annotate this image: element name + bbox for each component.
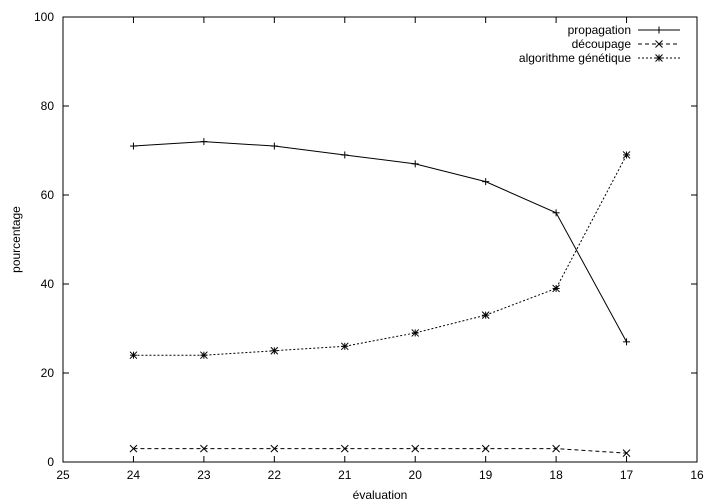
data-point: [270, 142, 278, 150]
y-tick-label: 40: [41, 277, 55, 291]
x-tick-label: 25: [56, 468, 70, 482]
legend-marker: [655, 40, 663, 48]
y-axis-label: pourcentage: [9, 206, 23, 273]
legend-label: algorithme génétique: [519, 51, 631, 65]
data-point: [340, 444, 349, 453]
legend-label: découpage: [572, 37, 632, 51]
y-tick-label: 100: [34, 10, 54, 24]
x-tick-label: 23: [197, 468, 211, 482]
data-point: [482, 178, 490, 186]
x-tick-label: 18: [549, 468, 563, 482]
data-point: [481, 311, 490, 320]
y-tick-label: 20: [41, 366, 55, 380]
data-point: [270, 444, 279, 453]
series-line: [133, 448, 627, 454]
legend-marker: [655, 26, 663, 34]
legend-marker: [655, 54, 663, 62]
x-axis-label: évaluation: [353, 488, 408, 502]
series-line: [133, 154, 627, 356]
data-point: [623, 338, 631, 346]
data-point: [622, 151, 631, 159]
data-point: [200, 351, 208, 360]
data-point: [129, 142, 137, 150]
data-point: [552, 444, 560, 453]
x-tick-label: 20: [409, 468, 423, 482]
plot-frame: [62, 16, 698, 463]
y-tick-label: 60: [41, 188, 55, 202]
data-point: [411, 160, 419, 168]
x-tick-label: 24: [127, 468, 141, 482]
legend-label: propagation: [568, 23, 631, 37]
data-point: [411, 444, 420, 453]
data-point: [129, 444, 138, 453]
series-layer: [129, 138, 631, 457]
series-3: [129, 151, 631, 360]
x-tick-label: 22: [268, 468, 282, 482]
data-point: [129, 351, 138, 360]
data-point: [340, 342, 349, 351]
y-tick-label: 80: [41, 99, 55, 113]
series-1: [129, 138, 631, 346]
data-point: [341, 151, 349, 159]
data-point: [481, 444, 490, 453]
x-tick-label: 16: [690, 468, 704, 482]
data-point: [622, 449, 631, 457]
series-line: [133, 141, 627, 343]
x-tick-label: 21: [338, 468, 352, 482]
data-point: [552, 209, 560, 217]
x-tick-label: 19: [479, 468, 493, 482]
x-tick-label: 17: [620, 468, 634, 482]
series-2: [129, 444, 631, 457]
data-point: [411, 329, 420, 337]
data-point: [270, 346, 279, 355]
y-tick-label: 0: [47, 455, 54, 469]
axes: 25 24 23 22 21 20 19 18 17 16 0 20 40 60 80 100: [34, 10, 704, 482]
data-point: [200, 444, 208, 453]
data-point: [552, 284, 560, 293]
data-point: [200, 138, 208, 146]
